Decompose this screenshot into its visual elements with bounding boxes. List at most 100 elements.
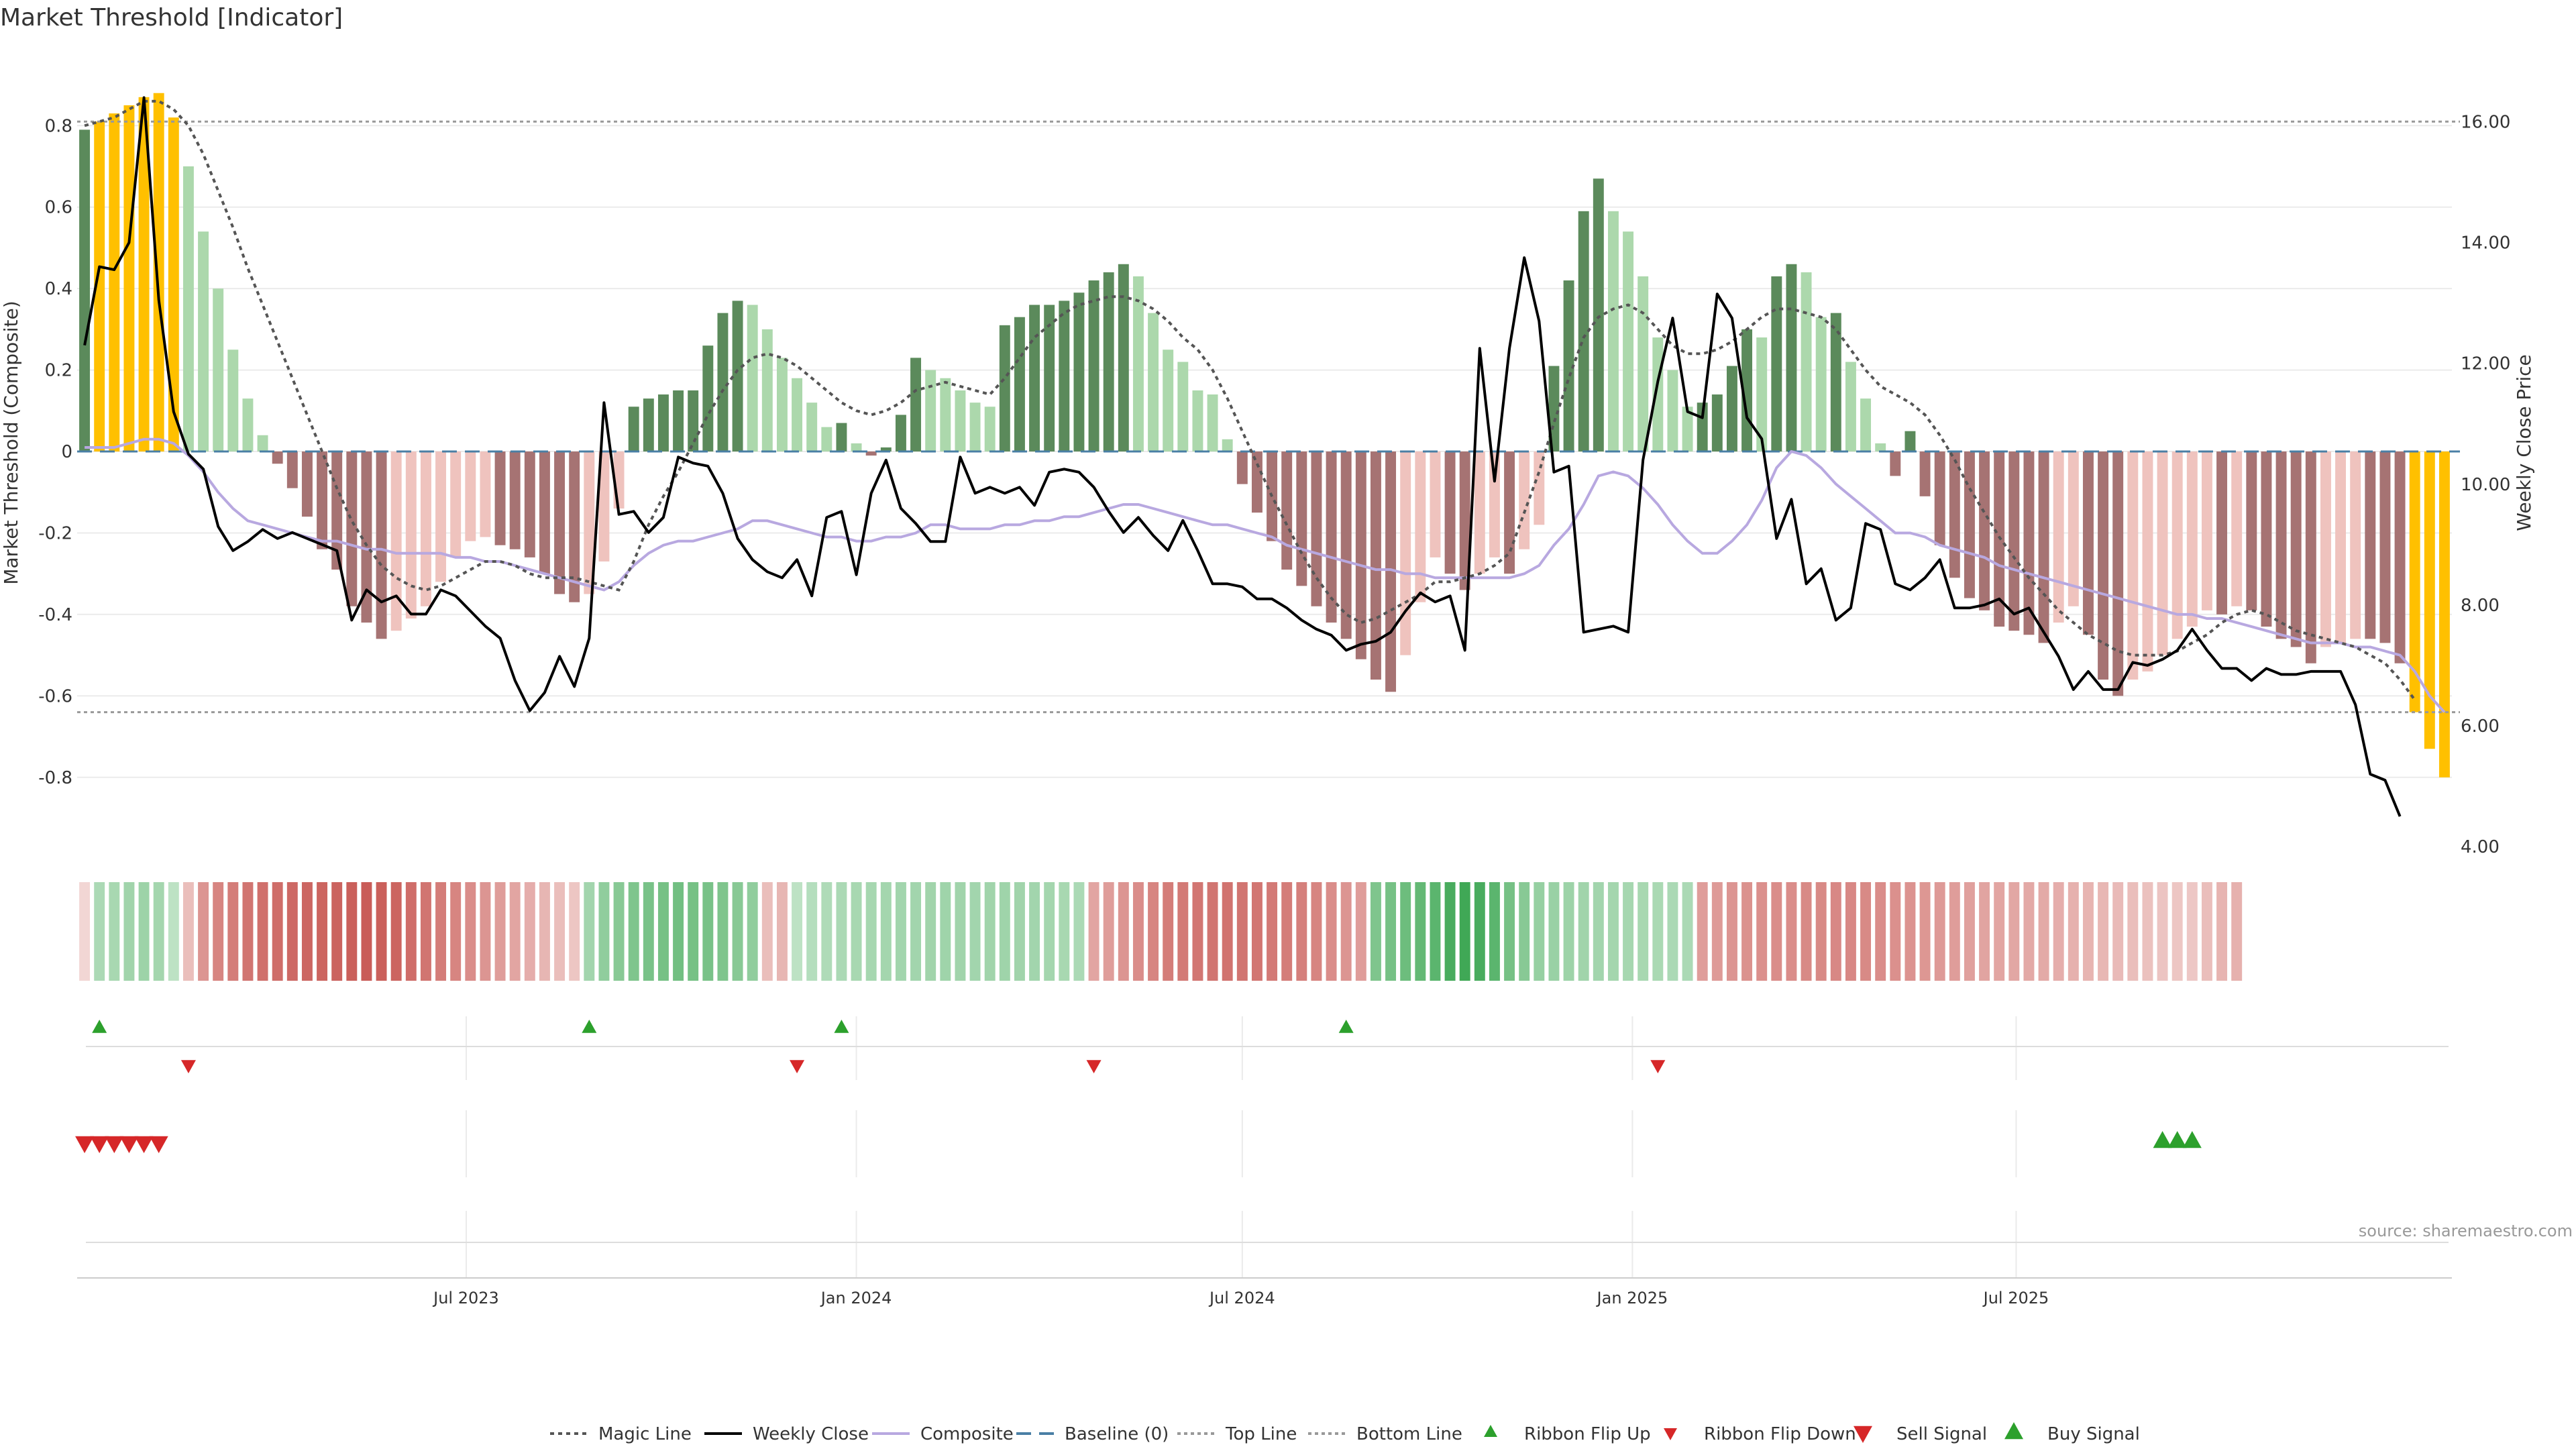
composite-bar <box>940 378 951 452</box>
ribbon-cell <box>2201 882 2212 981</box>
composite-bar <box>2305 451 2316 663</box>
composite-bar <box>1890 451 1901 476</box>
composite-bar <box>1296 451 1307 586</box>
ribbon-flip-up-marker <box>834 1020 849 1033</box>
ribbon-cell <box>1370 882 1381 981</box>
ribbon-cell <box>1103 882 1114 981</box>
ribbon-cell <box>1904 882 1916 981</box>
legend-swatch <box>2004 1422 2023 1440</box>
composite-bar <box>1222 439 1233 452</box>
legend-item: Buy Signal <box>2004 1422 2140 1444</box>
ribbon-cell <box>569 882 580 981</box>
ribbon-cell <box>1251 882 1263 981</box>
legend-swatch <box>1854 1426 1872 1443</box>
composite-bar <box>494 451 506 545</box>
composite-bar <box>390 451 402 631</box>
composite-bar <box>2379 451 2391 643</box>
composite-bar <box>821 427 833 452</box>
composite-bar <box>598 451 610 561</box>
ribbon-cell <box>1281 882 1293 981</box>
ribbon-cell <box>420 882 431 981</box>
ribbon-cell <box>747 882 758 981</box>
ribbon-layer <box>79 882 2243 981</box>
ribbon-cell <box>1326 882 1337 981</box>
composite-bar <box>1697 402 1708 452</box>
x-tick-label: Jan 2024 <box>820 1289 892 1307</box>
composite-bar <box>643 398 654 452</box>
composite-bar <box>361 451 372 623</box>
composite-bar <box>1444 451 1456 574</box>
composite-bar <box>1534 451 1545 525</box>
ribbon-cell <box>138 882 150 981</box>
axes-layer: -0.8 -0.6 -0.4 -0.2 0 0.2 0.4 0.6 0.8 4.00 6.00 8.0… <box>38 113 2510 1307</box>
legend-label: Ribbon Flip Down <box>1704 1424 1856 1444</box>
composite-bar <box>1756 337 1768 452</box>
composite-bar <box>2008 451 2020 631</box>
ribbon-cell <box>821 882 833 981</box>
composite-bar <box>2365 451 2376 639</box>
ribbon-cell <box>286 882 298 981</box>
composite-bar <box>2275 451 2287 639</box>
ribbon-cell <box>1519 882 1530 981</box>
composite-bar <box>776 358 788 452</box>
composite-bar <box>554 451 566 594</box>
composite-bar <box>2261 451 2272 627</box>
legend-label: Composite <box>920 1424 1014 1444</box>
ribbon-cell <box>198 882 209 981</box>
ribbon-cell <box>2068 882 2079 981</box>
y-axis-label-left: Market Threshold (Composite) <box>0 301 22 584</box>
composite-bar <box>806 402 818 452</box>
legend-item: Top Line <box>1177 1424 1297 1444</box>
ribbon-cell <box>1949 882 1960 981</box>
ribbon-cell <box>1771 882 1782 981</box>
composite-bar <box>732 301 743 452</box>
ribbon-cell <box>1638 882 1649 981</box>
legend-item: Weekly Close <box>704 1424 869 1444</box>
composite-bar <box>182 166 194 452</box>
composite-bar <box>2142 451 2153 672</box>
ribbon-cell <box>2008 882 2020 981</box>
ribbon-cell <box>1073 882 1085 981</box>
composite-bar <box>242 398 254 452</box>
ribbon-cell <box>1444 882 1456 981</box>
ribbon-cell <box>1029 882 1040 981</box>
y-tick-label-right: 10.00 <box>2461 475 2510 495</box>
composite-bar <box>2157 451 2168 655</box>
ribbon-cell <box>1311 882 1322 981</box>
ribbon-cell <box>1340 882 1352 981</box>
ribbon-cell <box>450 882 462 981</box>
lines-layer <box>77 96 2460 817</box>
composite-bar <box>569 451 580 602</box>
legend-label: Magic Line <box>598 1424 692 1444</box>
composite-bar <box>1326 451 1337 623</box>
ribbon-cell <box>94 882 105 981</box>
ribbon-cell <box>732 882 743 981</box>
composite-bar <box>1815 317 1827 452</box>
y-tick-label-left: 0.6 <box>45 198 72 218</box>
ribbon-flip-up-marker <box>1338 1020 1354 1033</box>
composite-bar <box>1192 390 1203 452</box>
composite-bar <box>227 350 239 452</box>
legend-label: Sell Signal <box>1896 1424 1987 1444</box>
ribbon-cell <box>761 882 773 981</box>
composite-bar <box>2231 451 2243 606</box>
ribbon-cell <box>1132 882 1144 981</box>
legend-item: Baseline (0) <box>1016 1424 1169 1444</box>
ribbon-cell <box>673 882 684 981</box>
ribbon-cell <box>613 882 625 981</box>
ribbon-cell <box>688 882 699 981</box>
ribbon-cell <box>1296 882 1307 981</box>
composite-bar <box>1118 264 1129 452</box>
ribbon-cell <box>109 882 120 981</box>
y-tick-label-left: -0.6 <box>38 686 72 706</box>
composite-bar <box>1786 264 1797 452</box>
ribbon-cell <box>1267 882 1278 981</box>
composite-bar <box>1830 313 1841 452</box>
legend-item: Ribbon Flip Up <box>1484 1424 1651 1444</box>
ribbon-cell <box>2157 882 2168 981</box>
ribbon-cell <box>1652 882 1664 981</box>
ribbon-cell <box>1801 882 1812 981</box>
ribbon-cell <box>851 882 862 981</box>
ribbon-cell <box>1148 882 1159 981</box>
ribbon-cell <box>643 882 654 981</box>
